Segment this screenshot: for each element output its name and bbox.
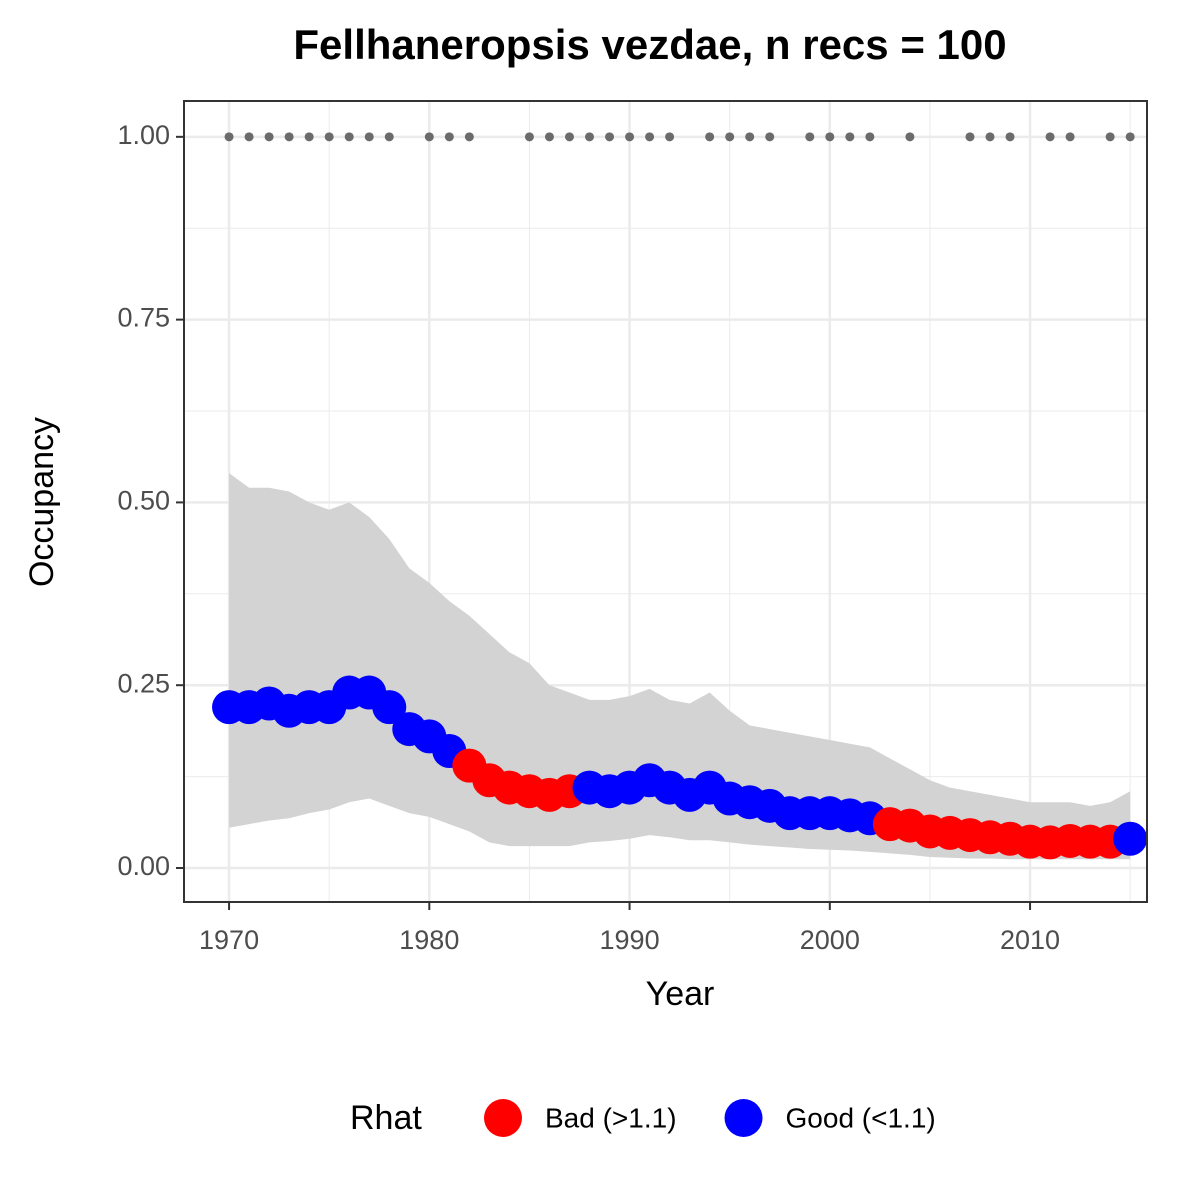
legend-label: Good (<1.1): [786, 1102, 936, 1133]
chart-title: Fellhaneropsis vezdae, n recs = 100: [293, 21, 1006, 68]
x-tick-label: 1970: [199, 925, 259, 955]
legend-swatch: [484, 1099, 522, 1137]
record-dot: [645, 132, 655, 142]
occupancy-point: [372, 690, 407, 725]
record-dot: [865, 132, 875, 142]
x-tick-label: 2010: [1000, 925, 1060, 955]
record-dot: [605, 132, 615, 142]
y-tick-label: 0.25: [117, 668, 170, 698]
y-tick-label: 0.75: [117, 303, 170, 333]
record-dot: [625, 132, 635, 142]
record-dot: [705, 132, 715, 142]
record-dot: [424, 132, 434, 142]
record-dot: [224, 132, 234, 142]
record-dot: [905, 132, 915, 142]
record-dot: [585, 132, 595, 142]
record-dot: [765, 132, 775, 142]
record-dot: [344, 132, 354, 142]
record-dot: [384, 132, 394, 142]
x-axis-title: Year: [646, 975, 715, 1013]
y-tick-label: 1.00: [117, 120, 170, 150]
record-dot: [1065, 132, 1075, 142]
legend-swatch: [724, 1099, 763, 1137]
record-dot: [544, 132, 554, 142]
record-dot: [1125, 132, 1135, 142]
record-dot: [364, 132, 374, 142]
plot-border: [183, 100, 1148, 903]
record-dot: [464, 132, 474, 142]
y-axis-title: Occupancy: [23, 417, 61, 587]
record-dot: [745, 132, 755, 142]
record-dot: [805, 132, 815, 142]
record-dot: [324, 132, 334, 142]
x-tick-label: 1990: [600, 925, 660, 955]
record-dot: [1005, 132, 1015, 142]
y-tick-label: 0.50: [117, 486, 170, 516]
record-dot: [564, 132, 574, 142]
legend-title: Rhat: [350, 1099, 422, 1137]
record-dot: [965, 132, 975, 142]
record-dot: [825, 132, 835, 142]
record-dot: [1045, 132, 1055, 142]
record-dot: [444, 132, 454, 142]
x-tick-label: 2000: [800, 925, 860, 955]
record-dot: [845, 132, 855, 142]
record-dot: [725, 132, 735, 142]
record-dot: [665, 132, 675, 142]
record-dot: [524, 132, 534, 142]
record-dot: [244, 132, 254, 142]
legend-label: Bad (>1.1): [545, 1102, 677, 1133]
y-tick-label: 0.00: [117, 851, 170, 881]
record-dot: [284, 132, 294, 142]
record-dot: [264, 132, 274, 142]
record-dot: [1105, 132, 1115, 142]
x-tick-label: 1980: [399, 925, 459, 955]
occupancy-point: [1113, 821, 1148, 856]
record-dot: [304, 132, 314, 142]
record-dot: [985, 132, 995, 142]
